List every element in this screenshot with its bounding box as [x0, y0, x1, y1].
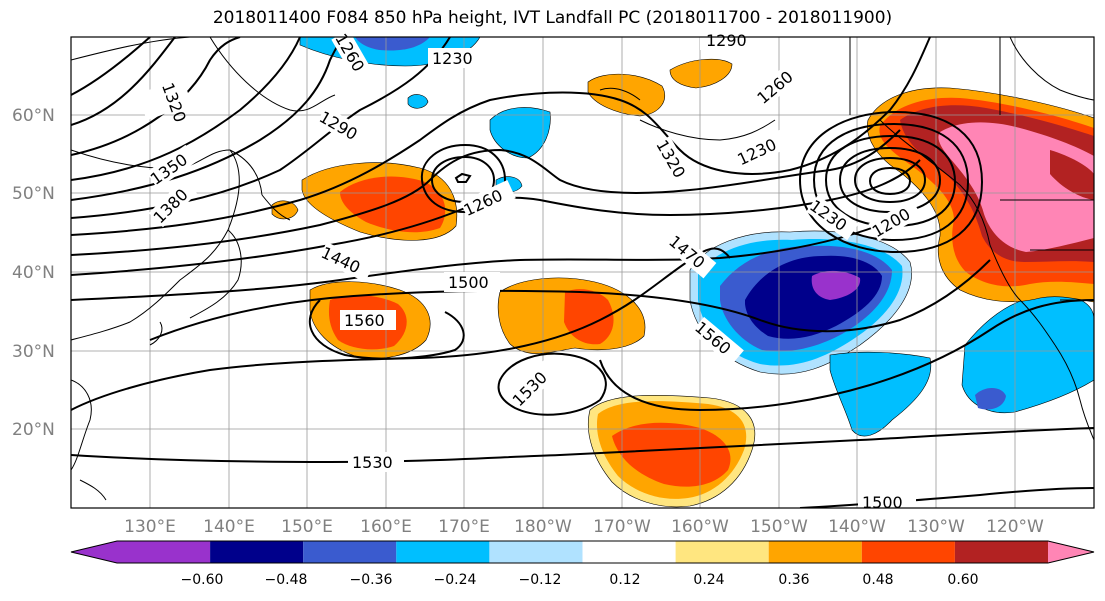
lon-tick-label: 160°W — [671, 517, 729, 537]
lon-tick-label: 150°W — [750, 517, 808, 537]
anomaly-nw-pacific-red — [340, 176, 446, 233]
lat-tick-label: 20°N — [12, 420, 55, 440]
height-contours — [71, 37, 1094, 508]
colorbar-tick-label: 0.48 — [862, 572, 893, 588]
lon-tick-label: 140°E — [203, 517, 255, 537]
contour-label: 1560 — [344, 311, 385, 330]
colorbar-tick-label: −0.36 — [350, 572, 393, 588]
colorbar-tick-label: −0.24 — [434, 572, 477, 588]
plot-title: 2018011400 F084 850 hPa height, IVT Land… — [212, 8, 893, 28]
anomaly-california-sky — [961, 294, 1094, 414]
contour-label: 1530 — [352, 453, 393, 472]
colorbar-segment — [489, 541, 583, 563]
lon-tick-label: 150°E — [281, 517, 333, 537]
lon-tick-label: 140°W — [828, 517, 886, 537]
anomaly-bering-sky — [489, 107, 551, 159]
lon-tick-label: 180°W — [514, 517, 572, 537]
colorbar-tick-label: 0.24 — [693, 572, 724, 588]
colorbar-segment — [396, 541, 490, 563]
plot-frame — [70, 36, 1095, 509]
colorbar-tick-label: −0.48 — [265, 572, 308, 588]
colorbar-tick-labels: −0.60 −0.48 −0.36 −0.24 −0.12 0.12 0.24 … — [181, 572, 979, 588]
lon-tick-label: 130°W — [907, 517, 965, 537]
lat-tick-label: 40°N — [12, 263, 55, 283]
anomaly-bering-orange — [587, 73, 666, 117]
contour-label: 1290 — [706, 31, 747, 50]
colorbar-segment — [861, 541, 955, 563]
coastlines — [71, 37, 1094, 501]
contour-label: 1500 — [448, 273, 489, 292]
lat-tick-label: 60°N — [12, 106, 55, 126]
contour-label: 1230 — [432, 49, 473, 68]
colorbar: −0.60 −0.48 −0.36 −0.24 −0.12 0.12 0.24 … — [70, 540, 1095, 588]
colorbar-segment — [582, 541, 676, 563]
anomaly-small-sky-1 — [407, 94, 429, 109]
lon-tick-label: 120°W — [986, 517, 1044, 537]
anomaly-coast-darkred-core — [1050, 150, 1094, 200]
anomaly-hawaii-red — [612, 422, 731, 487]
colorbar-segment — [1048, 541, 1094, 563]
colorbar-segment — [954, 541, 1048, 563]
colorbar-segments — [71, 541, 1094, 563]
map-area — [71, 37, 1094, 508]
colorbar-tick-label: 0.60 — [947, 572, 978, 588]
anomaly-ne-pacific-purple — [811, 270, 861, 300]
anomaly-north-blue — [355, 37, 430, 51]
anomaly-alaska-orange — [669, 58, 733, 89]
colorbar-tick-label: −0.12 — [519, 572, 562, 588]
colorbar-segment — [303, 541, 397, 563]
lat-tick-label: 50°N — [12, 184, 55, 204]
latitude-labels: 60°N 50°N 40°N 30°N 20°N — [12, 106, 55, 440]
lat-tick-label: 30°N — [12, 342, 55, 362]
colorbar-tick-label: −0.60 — [181, 572, 224, 588]
colorbar-tick-label: 0.12 — [609, 572, 640, 588]
lon-tick-label: 170°W — [593, 517, 651, 537]
anomaly-california-blue — [975, 387, 1006, 410]
contour-label: 1500 — [862, 493, 903, 512]
colorbar-segment — [768, 541, 862, 563]
colorbar-segment — [210, 541, 304, 563]
lon-tick-label: 160°E — [360, 517, 412, 537]
lon-tick-label: 130°E — [124, 517, 176, 537]
longitude-labels: 130°E 140°E 150°E 160°E 170°E 180°W 170°… — [124, 517, 1044, 537]
colorbar-segment — [675, 541, 769, 563]
colorbar-segment — [71, 541, 211, 563]
colorbar-outline — [70, 540, 1095, 564]
lon-tick-label: 170°E — [438, 517, 490, 537]
colorbar-tick-label: 0.36 — [778, 572, 809, 588]
